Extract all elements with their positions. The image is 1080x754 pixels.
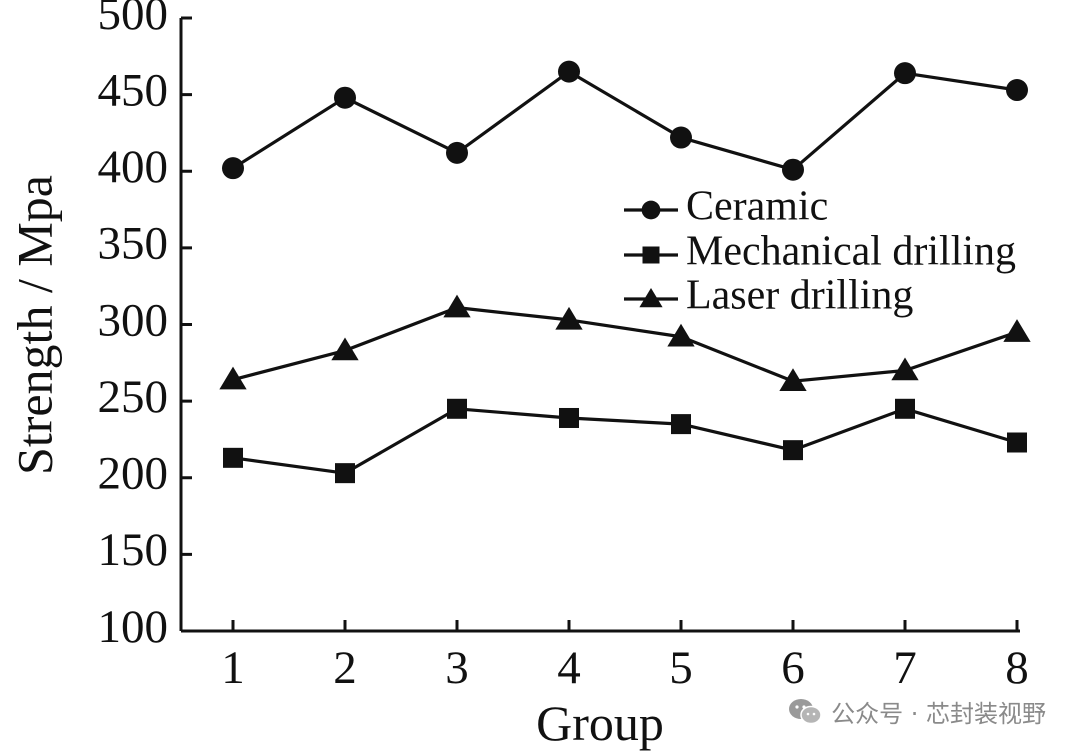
y-tick-label: 250 <box>98 371 169 423</box>
legend-label: Mechanical drilling <box>686 229 1016 275</box>
data-point <box>783 440 803 461</box>
data-point <box>559 407 579 428</box>
x-axis-title: Group <box>536 695 664 751</box>
data-point <box>222 157 244 180</box>
data-point <box>671 414 691 435</box>
data-point <box>779 368 807 391</box>
data-point <box>223 447 243 468</box>
series-mechanical-drilling <box>223 398 1027 484</box>
x-ticks: 1 2 3 4 5 6 7 8 <box>221 620 1029 694</box>
series-layer <box>219 60 1031 484</box>
legend-marker <box>641 200 661 220</box>
data-point <box>443 294 471 318</box>
legend-label: Ceramic <box>686 184 828 230</box>
legend-item-laser-drilling: Laser drilling <box>624 273 913 319</box>
data-point <box>1006 79 1028 102</box>
y-tick-label: 350 <box>98 218 169 270</box>
data-point <box>894 62 916 85</box>
legend-label: Laser drilling <box>686 273 913 319</box>
data-point <box>891 357 919 381</box>
y-tick-label: 500 <box>98 0 169 40</box>
data-point <box>1007 432 1027 453</box>
data-point <box>670 126 692 149</box>
legend-marker <box>639 287 663 308</box>
series-line <box>232 70 1018 172</box>
data-point <box>667 323 695 347</box>
x-tick-label: 5 <box>669 642 693 694</box>
data-point <box>331 337 359 361</box>
y-axis-title: Strength / Mpa <box>6 175 62 475</box>
y-tick-label: 450 <box>98 64 169 116</box>
y-tick-label: 100 <box>98 601 169 653</box>
data-point <box>1003 319 1031 342</box>
y-ticks: 100 150 200 250 300 350 400 450 500 <box>98 0 192 653</box>
data-point <box>219 366 247 390</box>
x-tick-label: 4 <box>557 642 581 694</box>
data-point <box>446 141 468 164</box>
series-ceramic <box>222 60 1028 181</box>
data-point <box>334 86 356 109</box>
series-line <box>232 407 1018 475</box>
series-line <box>232 306 1018 383</box>
legend-marker <box>642 246 660 264</box>
x-tick-label: 8 <box>1005 642 1029 694</box>
x-tick-label: 2 <box>333 642 357 694</box>
data-point <box>782 158 804 181</box>
watermark-text: 公众号 · 芯封装视野 <box>831 700 1046 728</box>
data-point <box>447 398 467 419</box>
legend-item-ceramic: Ceramic <box>624 184 828 230</box>
data-point <box>555 306 583 330</box>
data-point <box>895 398 915 419</box>
x-tick-label: 3 <box>445 642 469 694</box>
x-tick-label: 7 <box>893 642 917 694</box>
data-point <box>558 60 580 83</box>
x-tick-label: 1 <box>221 642 245 694</box>
y-tick-label: 150 <box>98 524 169 576</box>
wechat-logo-icon <box>789 698 822 724</box>
legend-item-mechanical-drilling: Mechanical drilling <box>624 229 1016 275</box>
y-tick-label: 400 <box>98 141 169 193</box>
data-point <box>335 463 355 484</box>
x-tick-label: 6 <box>781 642 805 694</box>
y-tick-label: 200 <box>98 448 169 500</box>
series-laser-drilling <box>219 294 1031 391</box>
watermark: 公众号 · 芯封装视野 <box>787 694 1046 729</box>
y-tick-label: 300 <box>98 294 169 346</box>
